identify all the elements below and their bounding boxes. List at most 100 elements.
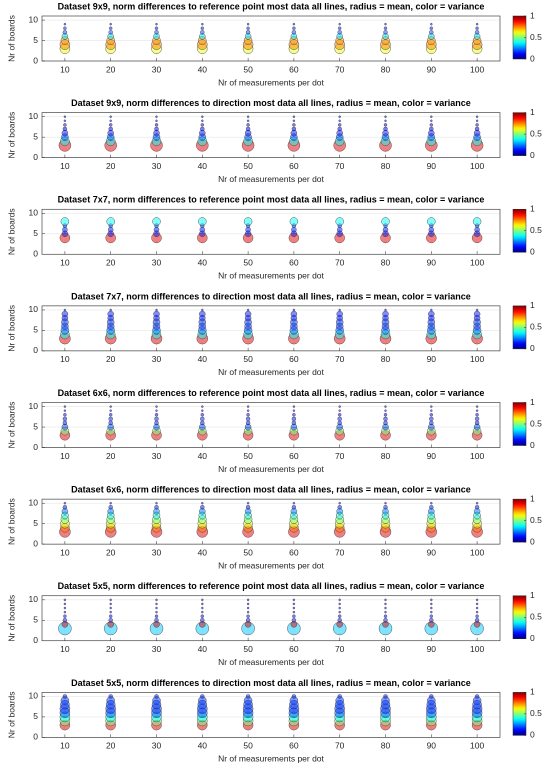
bubble [384,308,387,312]
bubble [475,413,479,417]
x-tick-label: 70 [335,547,345,557]
bubble [475,123,479,127]
y-tick-label: 0 [33,635,38,645]
bubble [63,409,67,412]
bubble [292,115,296,118]
x-axis-label: Nr of measurements per dot [218,657,324,667]
chart-title: Dataset 7x7, norm differences to referen… [58,195,485,205]
x-tick-label: 10 [60,64,70,74]
x-tick-label: 60 [289,161,299,171]
plot-area [42,16,500,61]
bubble [384,610,387,614]
bubble [200,416,205,422]
x-tick-label: 50 [243,644,253,654]
bubble [246,614,250,618]
bubble [338,409,341,412]
x-tick-label: 30 [152,741,162,751]
x-tick-label: 70 [335,64,345,74]
x-tick-label: 60 [289,64,299,74]
x-tick-label: 50 [243,451,253,461]
x-tick-label: 40 [198,741,208,751]
x-tick-label: 40 [198,547,208,557]
bubble [475,119,479,123]
bubble [200,694,205,699]
chart-title: Dataset 9x9, norm differences to directi… [71,98,471,108]
y-axis-label: Nr of boards [6,305,16,352]
bubble [289,217,299,226]
bubble [245,420,251,426]
x-tick-label: 40 [198,451,208,461]
chart-title: Dataset 7x7, norm differences to directi… [71,291,471,301]
colorbar-tick-label: 1 [530,300,535,310]
bubble [246,405,250,408]
y-axis-label: Nr of boards [6,498,16,545]
bubble [62,694,68,699]
x-tick-label: 50 [243,354,253,364]
bubble [381,217,390,226]
bubble [337,227,343,233]
bubble [337,416,342,422]
bubble [155,308,158,312]
bubble [383,618,388,623]
colorbar-tick-label: 0.5 [530,322,542,332]
subplot: Dataset 9x9, norm differences to referen… [6,1,542,87]
bubble [338,614,342,618]
bubble [245,126,251,132]
bubble [383,26,388,30]
x-tick-label: 30 [152,644,162,654]
x-tick-label: 70 [335,161,345,171]
bubble [109,22,112,26]
chart-title: Dataset 5x5, norm differences to directi… [71,678,471,688]
bubble [155,119,158,123]
bubble [474,618,480,623]
bubble [109,606,112,610]
subplot: Dataset 7x7, norm differences to directi… [6,291,542,377]
bubble [154,123,159,127]
colorbar-tick-label: 0.5 [530,515,542,525]
bubble [430,606,433,610]
x-tick-label: 70 [335,644,345,654]
bubble [292,602,296,606]
y-tick-label: 0 [33,538,38,548]
y-tick-label: 0 [33,55,38,65]
bubble [429,618,434,623]
x-tick-label: 40 [198,354,208,364]
bubble [292,614,296,618]
bubble [291,126,297,132]
x-tick-label: 50 [243,258,253,268]
subplot: Dataset 6x6, norm differences to referen… [6,388,542,474]
plot-area [42,499,500,545]
bubble [428,227,434,233]
chart-title: Dataset 5x5, norm differences to referen… [58,581,485,591]
x-tick-label: 20 [106,547,116,557]
bubble [63,614,67,618]
bubble [292,413,296,417]
bubble [292,405,296,408]
x-tick-label: 10 [60,644,70,654]
x-axis-label: Nr of measurements per dot [218,77,324,87]
bubble [430,409,433,412]
y-tick-label: 0 [33,732,38,742]
bubble [245,227,251,233]
x-tick-label: 60 [289,354,299,364]
bubble [384,598,387,602]
bubble [338,115,341,118]
chart-title: Dataset 6x6, norm differences to directi… [71,485,471,495]
bubble [201,610,204,614]
x-tick-label: 30 [152,451,162,461]
bubble [475,602,479,606]
x-tick-label: 70 [335,741,345,751]
axes-box [41,595,501,642]
bubble [246,602,250,606]
bubble [61,310,69,318]
bubble [246,413,250,417]
bubble [475,502,479,505]
bubble [200,420,205,426]
bubble [201,606,204,610]
x-tick-label: 100 [470,741,484,751]
x-tick-label: 80 [381,258,391,268]
x-tick-label: 20 [106,64,116,74]
bubble [63,413,67,417]
bubble [201,22,204,26]
bubble [155,115,158,118]
